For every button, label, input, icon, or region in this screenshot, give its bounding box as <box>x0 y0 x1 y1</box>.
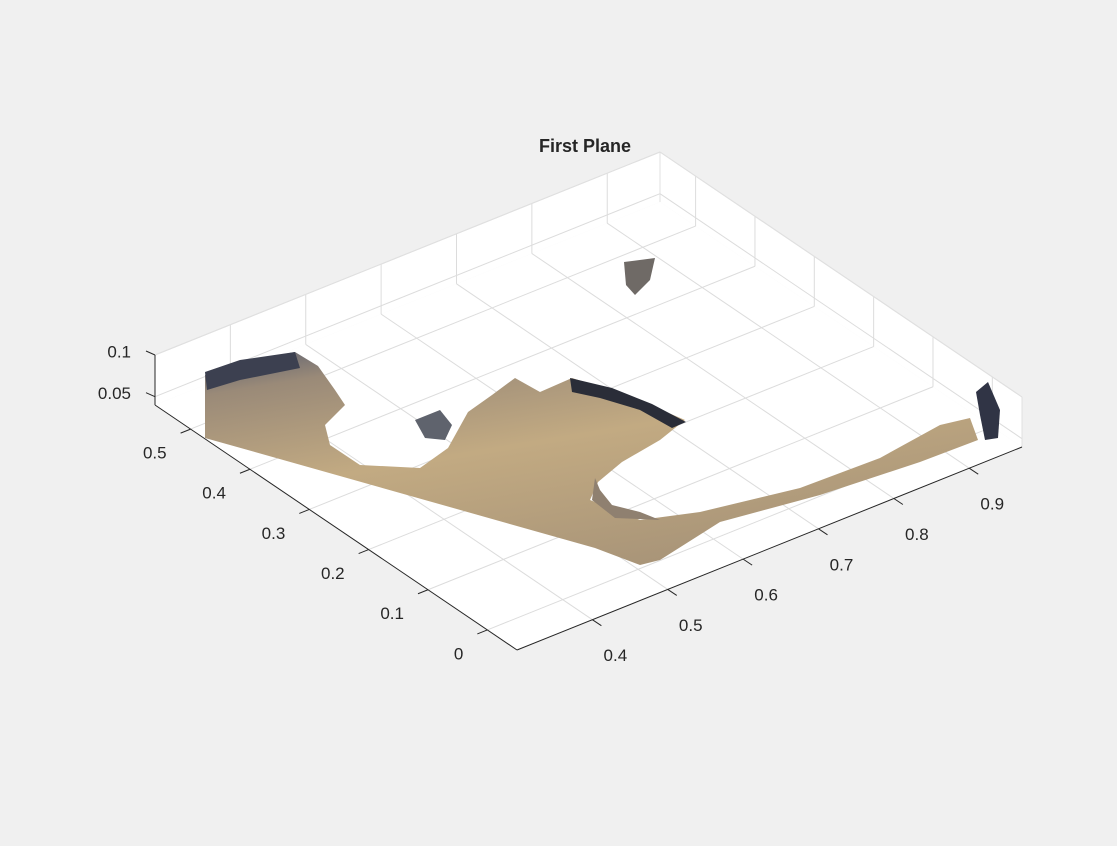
back-wall <box>660 152 1022 447</box>
y-tick-label: 0.5 <box>143 444 167 463</box>
y-tick-label: 0.4 <box>202 484 226 503</box>
y-tick <box>477 629 488 635</box>
x-tick <box>742 558 753 566</box>
grid-line <box>606 222 970 469</box>
y-tick-label: 0.1 <box>380 604 404 623</box>
x-tick <box>667 588 678 596</box>
x-tick-label: 0.9 <box>980 495 1004 514</box>
z-tick <box>145 392 156 398</box>
z-tick <box>145 350 156 356</box>
y-tick-label: 0.2 <box>321 564 345 583</box>
x-tick <box>818 528 828 536</box>
x-tick-label: 0.4 <box>604 646 628 665</box>
y-tick-label: 0.3 <box>262 524 286 543</box>
y-tick <box>239 468 251 474</box>
x-axis <box>516 446 1023 651</box>
y-tick <box>299 508 310 514</box>
y-axis <box>154 404 518 651</box>
z-tick-label: 0.05 <box>98 384 131 403</box>
x-tick-label: 0.6 <box>754 586 778 605</box>
y-tick <box>180 428 191 434</box>
x-tick-label: 0.7 <box>830 555 854 574</box>
y-tick <box>358 549 369 555</box>
y-tick <box>417 589 429 595</box>
point-cloud <box>205 258 1000 565</box>
grid-line <box>427 386 934 591</box>
cluster <box>415 410 452 440</box>
back-wall <box>155 152 660 405</box>
x-tick <box>592 619 602 627</box>
x-tick <box>968 467 979 475</box>
plane-edge <box>205 352 300 390</box>
x-tick <box>893 498 904 505</box>
box-edge <box>659 151 1023 398</box>
plane-points <box>205 352 978 565</box>
plane-edge <box>570 378 686 428</box>
chart-title: First Plane <box>539 136 631 156</box>
axes: 0.4 0.5 0.6 0.7 0.8 0.9 0 0.1 0.2 0.3 0.4 0.5 0.05 0.… <box>98 151 1023 665</box>
grid-line <box>531 253 895 499</box>
grid-line <box>659 193 1023 440</box>
grid-line <box>249 265 756 470</box>
z-tick-label: 0.1 <box>107 342 131 361</box>
x-tick-label: 0.8 <box>905 525 929 544</box>
y-tick-label: 0 <box>454 644 463 663</box>
cluster <box>624 258 655 295</box>
x-tick-label: 0.5 <box>679 616 703 635</box>
cluster <box>976 382 1000 440</box>
box-edge <box>154 151 661 356</box>
curved-object <box>592 478 660 520</box>
